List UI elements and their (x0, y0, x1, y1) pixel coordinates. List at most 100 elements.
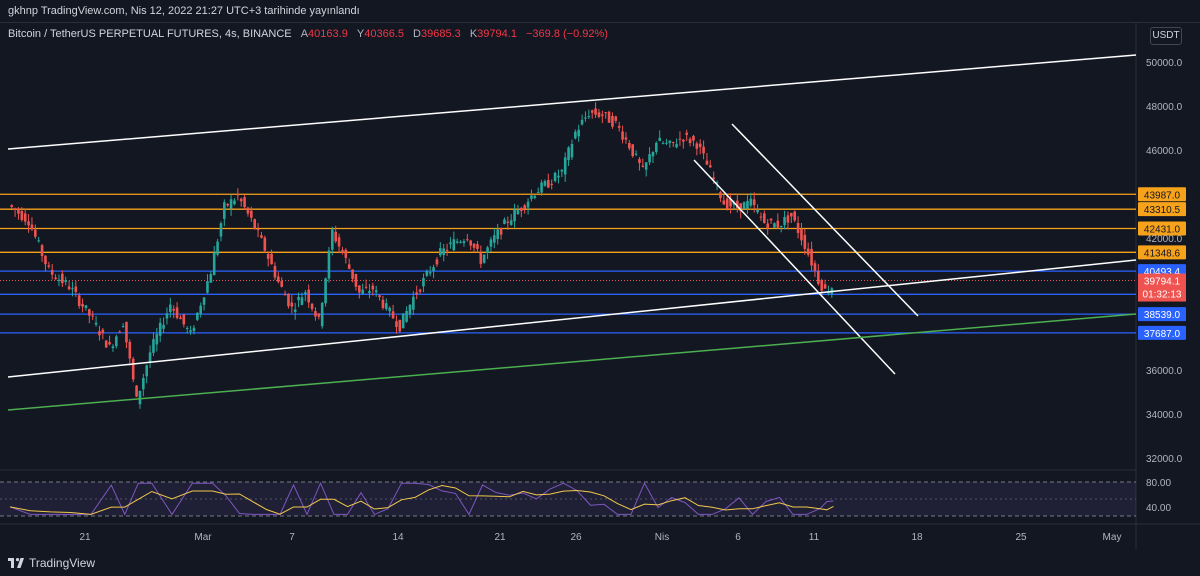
candle-body (236, 194, 240, 196)
candle-body (273, 265, 277, 278)
y-tick-label: 48000.0 (1146, 102, 1183, 113)
candle-body (196, 312, 199, 320)
candle-body (472, 243, 476, 248)
candle-body (341, 250, 344, 253)
candle-body (138, 390, 142, 405)
candle-body (553, 172, 557, 182)
trendline-wedge-upper (731, 123, 919, 317)
candle-body (415, 292, 418, 295)
candle-body (395, 321, 398, 327)
currency-unit-button[interactable]: USDT (1150, 27, 1182, 45)
candle-body (617, 125, 621, 128)
candle-body (658, 137, 661, 142)
level-tag-bg (1138, 245, 1186, 260)
candle-body (155, 334, 159, 345)
candle-body (358, 285, 361, 293)
candle-body (560, 169, 564, 172)
level-tag-bg (1138, 307, 1186, 322)
candle-body (543, 181, 547, 186)
candle-body (162, 324, 165, 329)
x-tick-label: Nis (655, 532, 669, 543)
level-tag-label: 43987.0 (1144, 190, 1181, 201)
candle-body (118, 331, 121, 333)
candle-body (482, 254, 486, 263)
candle-body (428, 272, 432, 274)
candle-body (611, 115, 614, 127)
candle-body (607, 111, 611, 123)
candle-body (371, 285, 375, 290)
candle-body (277, 276, 280, 282)
candle-body (786, 215, 790, 223)
candle-body (688, 138, 692, 144)
candle-body (361, 289, 364, 294)
candle-body (226, 203, 229, 206)
x-tick-label: 21 (79, 532, 91, 543)
y-tick-label: 50000.0 (1146, 58, 1183, 69)
candle-body (98, 331, 101, 336)
x-tick-label: 14 (392, 532, 404, 543)
candle-body (229, 199, 233, 209)
candle-body (128, 341, 132, 359)
high-value: 40366.5 (364, 28, 404, 40)
candle-body (523, 205, 526, 209)
candle-body (44, 255, 47, 265)
candle-body (101, 329, 105, 333)
candle-body (219, 223, 223, 237)
candle-body (108, 342, 111, 345)
candle-body (827, 292, 830, 294)
candle-body (459, 241, 462, 243)
candle-body (152, 339, 155, 353)
candle-body (442, 248, 445, 256)
high-label: Y (356, 28, 365, 40)
candle-body (604, 112, 607, 114)
candle-body (702, 146, 705, 154)
candle-body (135, 385, 138, 397)
close-label: K (469, 28, 478, 40)
candle-body (115, 336, 118, 347)
candle-body (469, 240, 472, 246)
candle-body (678, 138, 682, 140)
candle-body (158, 322, 162, 336)
candle-body (256, 228, 260, 231)
candle-body (388, 307, 391, 312)
price-chart[interactable]: 50000.048000.046000.044000.042000.036000… (0, 0, 1200, 550)
candle-body (476, 244, 479, 249)
candle-body (263, 237, 267, 251)
candle-body (439, 248, 442, 256)
y-tick-label: 46000.0 (1146, 146, 1183, 157)
candle-body (206, 281, 209, 293)
candle-body (179, 317, 182, 320)
candle-body (385, 303, 388, 309)
candles (10, 102, 834, 409)
published-info: gkhnp TradingView.com, Nis 12, 2022 21:2… (8, 5, 360, 17)
level-tag-label: 40493.4 (1144, 267, 1181, 278)
x-tick-label: May (1103, 532, 1122, 543)
x-tick-label: Mar (194, 532, 212, 543)
candle-body (520, 207, 523, 211)
candle-body (712, 177, 715, 179)
y-tick-label: 32000.0 (1146, 454, 1183, 465)
candle-body (317, 313, 321, 317)
candle-body (486, 247, 489, 253)
candle-body (503, 219, 506, 224)
candle-body (810, 248, 813, 266)
candle-body (185, 327, 189, 329)
candle-body (715, 182, 719, 184)
candle-body (253, 219, 256, 229)
candle-body (40, 245, 44, 256)
candle-body (84, 305, 88, 309)
candle-body (182, 314, 186, 325)
candle-body (104, 340, 108, 348)
candle-body (668, 140, 672, 143)
trendline-channel-top (7, 54, 1137, 150)
candle-body (432, 267, 435, 272)
candle-body (742, 202, 746, 209)
candle-body (30, 224, 34, 230)
candle-body (94, 322, 98, 325)
candle-body (334, 231, 337, 242)
candle-body (425, 271, 429, 276)
candle-body (54, 277, 57, 280)
candle-body (71, 288, 74, 290)
candle-body (27, 221, 30, 226)
candle-body (685, 132, 688, 135)
